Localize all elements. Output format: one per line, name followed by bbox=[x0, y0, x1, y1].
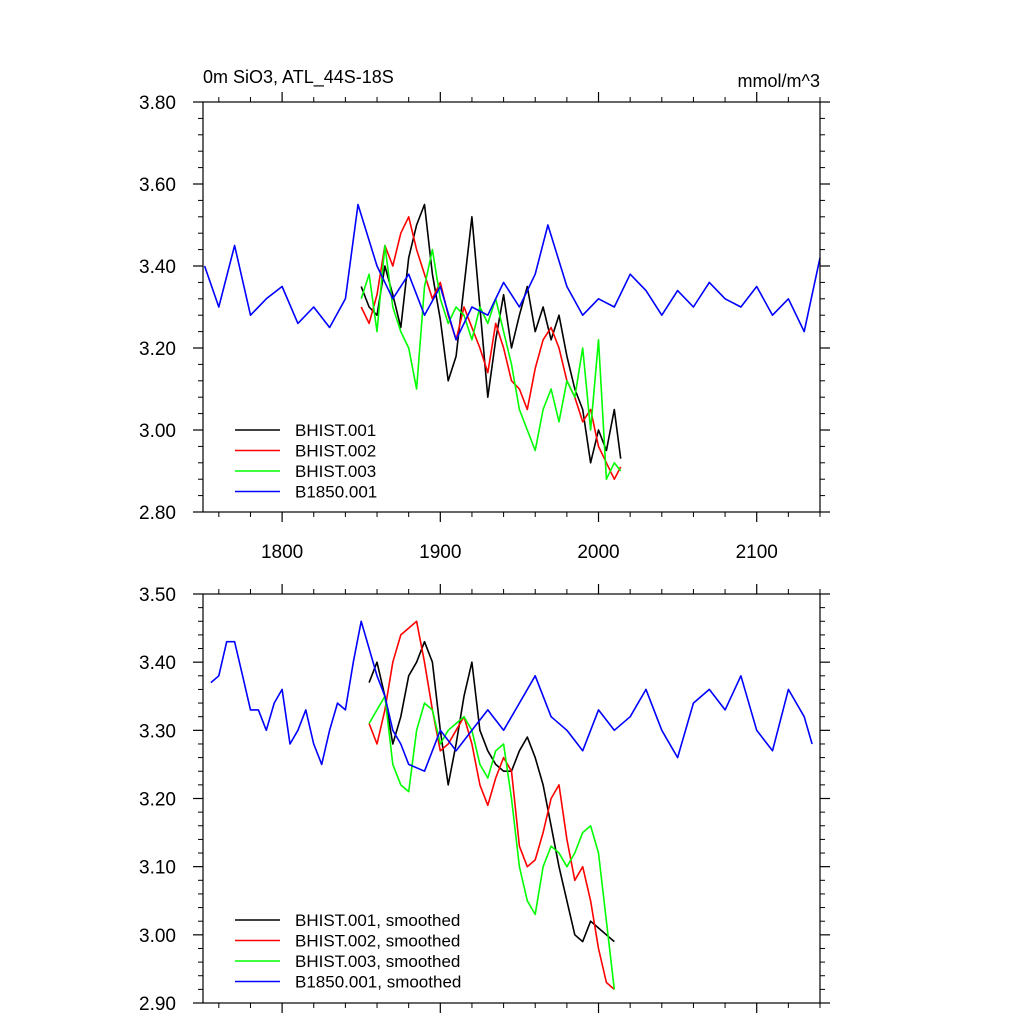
legend-label: BHIST.003, smoothed bbox=[295, 952, 460, 971]
y-tick-label: 3.80 bbox=[139, 93, 176, 114]
y-tick-label: 3.40 bbox=[139, 257, 176, 278]
top-panel-units: mmol/m^3 bbox=[738, 71, 820, 91]
top-panel-axes: 2.80 3.00 3.20 3.40 3.60 3.80 1800 1900 2000 2100 bbox=[139, 92, 830, 563]
legend-label: BHIST.002 bbox=[295, 442, 376, 461]
bottom-panel-series bbox=[210, 620, 813, 991]
bottom-panel: 2.90 3.00 3.10 3.20 3.30 3.40 3.50 BHIST.001, … bbox=[139, 584, 830, 1015]
x-tick-label: 1800 bbox=[261, 542, 303, 563]
series-line-2 bbox=[368, 695, 616, 990]
series-line-0 bbox=[368, 640, 615, 943]
y-tick-label: 3.20 bbox=[139, 790, 176, 811]
legend-label: BHIST.002, smoothed bbox=[295, 932, 460, 951]
x-tick-label: 2100 bbox=[736, 542, 778, 563]
y-tick-label: 3.00 bbox=[139, 421, 176, 442]
series-line-2 bbox=[360, 244, 622, 480]
series-line-3 bbox=[210, 620, 813, 772]
y-tick-label: 2.80 bbox=[139, 503, 176, 524]
y-tick-label: 3.60 bbox=[139, 175, 176, 196]
x-tick-label: 2000 bbox=[577, 542, 619, 563]
plot-frame bbox=[202, 101, 821, 513]
y-tick-label: 3.50 bbox=[139, 585, 176, 606]
y-tick-label: 2.90 bbox=[139, 994, 176, 1015]
y-tick-label: 3.30 bbox=[139, 721, 176, 742]
x-tick-label: 1900 bbox=[419, 542, 461, 563]
y-tick-label: 3.10 bbox=[139, 858, 176, 879]
legend-label: BHIST.001, smoothed bbox=[295, 911, 460, 930]
y-tick-label: 3.00 bbox=[139, 926, 176, 947]
series-line-3 bbox=[203, 203, 821, 341]
top-panel-series bbox=[203, 203, 821, 480]
y-tick-label: 3.20 bbox=[139, 339, 176, 360]
series-line-0 bbox=[360, 203, 622, 464]
bottom-panel-axes: 2.90 3.00 3.10 3.20 3.30 3.40 3.50 bbox=[139, 584, 830, 1015]
series-line-1 bbox=[360, 216, 622, 480]
legend-label: B1850.001 bbox=[295, 483, 377, 502]
y-tick-label: 3.40 bbox=[139, 653, 176, 674]
series-line-1 bbox=[368, 620, 615, 991]
legend-label: B1850.001, smoothed bbox=[295, 973, 461, 992]
bottom-panel-legend: BHIST.001, smoothed BHIST.002, smoothedBH… bbox=[235, 911, 461, 992]
legend-label: BHIST.001 bbox=[295, 421, 376, 440]
legend-label: BHIST.003 bbox=[295, 462, 376, 481]
top-panel: 0m SiO3, ATL_44S-18S mmol/m^3 2.80 3.00 3.… bbox=[139, 67, 830, 563]
top-panel-title: 0m SiO3, ATL_44S-18S bbox=[203, 67, 394, 88]
